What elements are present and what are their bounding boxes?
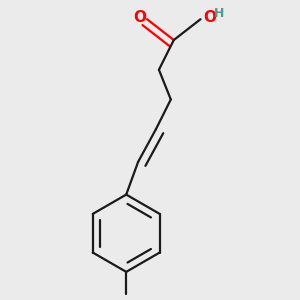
Text: O: O [133, 10, 146, 25]
Text: O: O [203, 10, 216, 25]
Text: H: H [214, 8, 224, 20]
